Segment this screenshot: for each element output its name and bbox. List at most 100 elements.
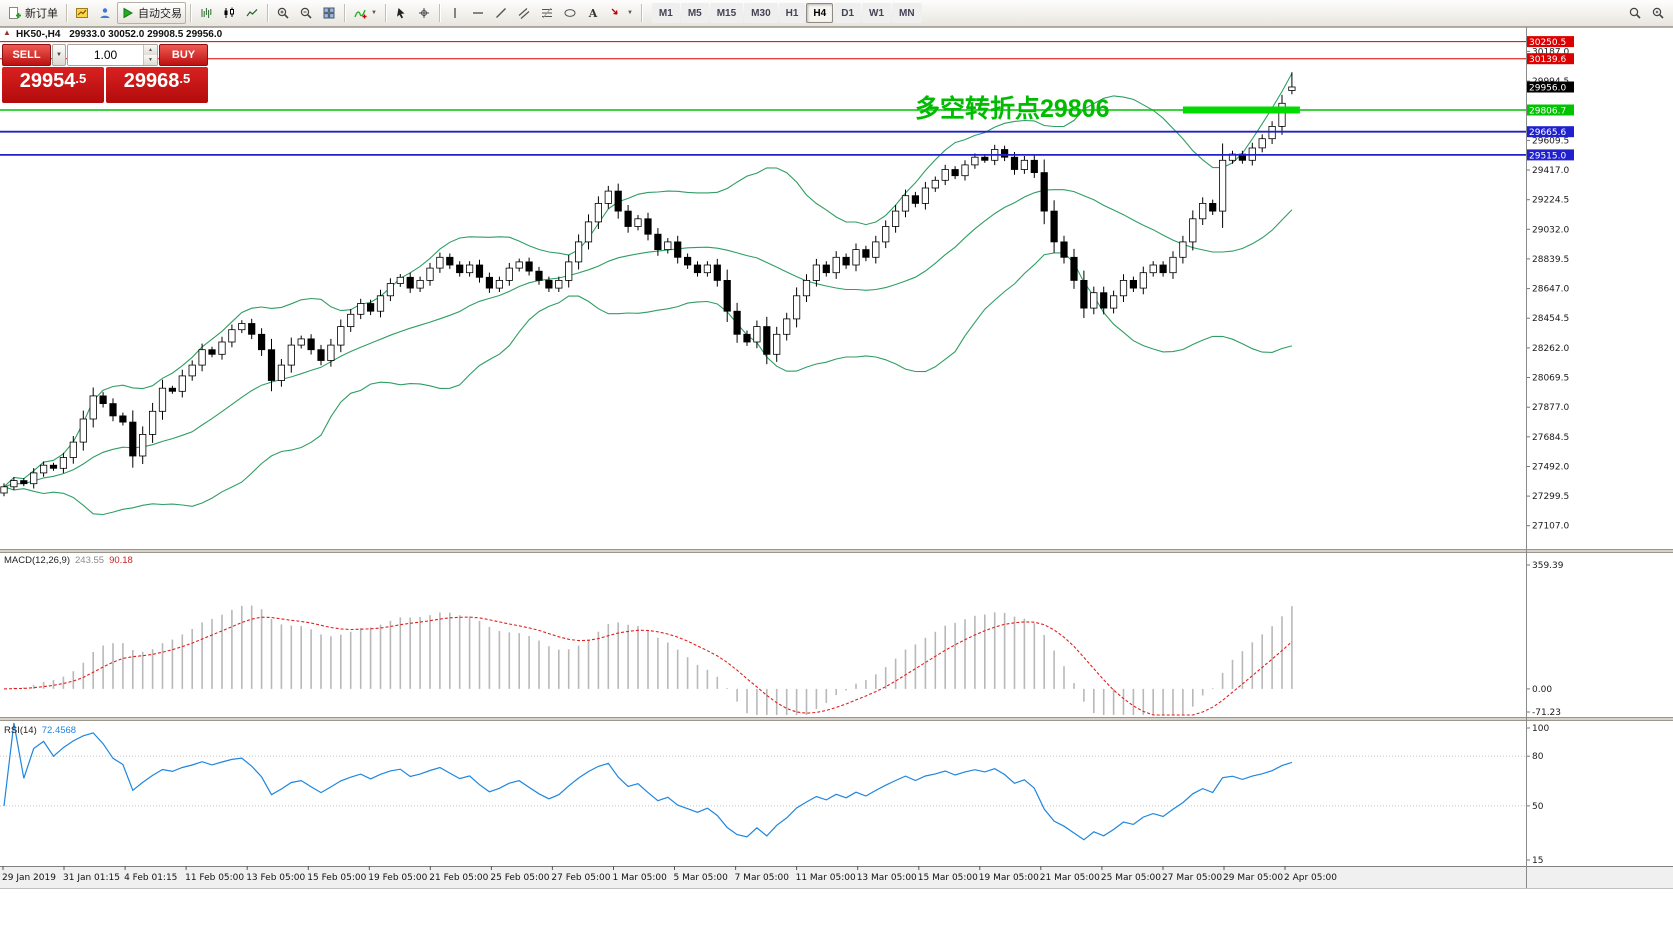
- svg-text:15 Feb 05:00: 15 Feb 05:00: [307, 873, 366, 883]
- sell-price[interactable]: 29954.5: [2, 67, 104, 103]
- volume-field: ▲ ▼: [67, 44, 158, 66]
- crosshair-button[interactable]: [413, 2, 435, 24]
- cursor-button[interactable]: [390, 2, 412, 24]
- caret-down-icon: ▼: [371, 10, 377, 16]
- horizontal-line-button[interactable]: [467, 2, 489, 24]
- volume-dropdown-button[interactable]: ▼: [52, 44, 66, 66]
- buy-price[interactable]: 29968.5: [106, 67, 208, 103]
- volume-stepper: ▲ ▼: [143, 45, 157, 65]
- timeframe-h4-button[interactable]: H4: [806, 3, 834, 23]
- svg-text:28454.5: 28454.5: [1532, 314, 1569, 324]
- macd-pane: 359.39 0.00 -71.23: [3, 561, 1564, 718]
- svg-text:15 Mar 05:00: 15 Mar 05:00: [918, 873, 978, 883]
- timeframe-m15-button[interactable]: M15: [709, 3, 744, 23]
- caret-down-icon: ▼: [626, 10, 633, 16]
- macd-name: MACD(12,26,9): [4, 555, 70, 566]
- timeframe-h1-button[interactable]: H1: [778, 3, 806, 23]
- vertical-line-button[interactable]: [444, 2, 466, 24]
- svg-text:A: A: [588, 7, 598, 20]
- charts-icon: [75, 6, 89, 20]
- trendline-icon: [494, 6, 508, 20]
- timeframe-m5-button[interactable]: M5: [680, 3, 709, 23]
- svg-text:27492.0: 27492.0: [1532, 463, 1569, 473]
- chart-area[interactable]: 30187.029994.529609.529417.029224.529032…: [0, 27, 1673, 947]
- svg-text:11 Feb 05:00: 11 Feb 05:00: [185, 873, 244, 883]
- svg-text:-71.23: -71.23: [1532, 708, 1561, 718]
- pane-separator[interactable]: [0, 717, 1673, 721]
- volume-up-button[interactable]: ▲: [144, 45, 157, 55]
- rsi-pane: 100 80 50 15: [0, 722, 1549, 866]
- channel-icon: [517, 6, 531, 20]
- sell-button[interactable]: SELL: [2, 44, 51, 66]
- text-label-button[interactable]: A: [582, 2, 604, 24]
- toolbar-separator: [344, 4, 345, 22]
- charts-button[interactable]: [71, 2, 93, 24]
- shapes-button[interactable]: [559, 2, 581, 24]
- svg-text:29665.6: 29665.6: [1529, 128, 1566, 138]
- zoom-out-button[interactable]: [295, 2, 317, 24]
- timeframe-m1-button[interactable]: M1: [651, 3, 680, 23]
- svg-text:27299.5: 27299.5: [1532, 492, 1569, 502]
- svg-text:21 Mar 05:00: 21 Mar 05:00: [1040, 873, 1100, 883]
- svg-text:29224.5: 29224.5: [1532, 196, 1569, 206]
- svg-text:28262.0: 28262.0: [1532, 344, 1569, 354]
- svg-text:19 Feb 05:00: 19 Feb 05:00: [368, 873, 427, 883]
- price-axis: 30187.029994.529609.529417.029224.529032…: [1526, 47, 1569, 532]
- indicators-button[interactable]: ▼: [349, 2, 381, 24]
- new-order-button-label: 新订单: [25, 8, 58, 20]
- trendline-button[interactable]: [490, 2, 512, 24]
- bar-chart-button[interactable]: [195, 2, 217, 24]
- svg-text:100: 100: [1532, 724, 1549, 734]
- chart-window: 30187.029994.529609.529417.029224.529032…: [0, 27, 1673, 947]
- svg-text:30139.6: 30139.6: [1529, 55, 1566, 65]
- macd-signal-value: 90.18: [109, 555, 133, 566]
- volume-input[interactable]: [68, 45, 143, 65]
- bars-icon: [199, 6, 213, 20]
- fibonacci-button[interactable]: [536, 2, 558, 24]
- toolbar-separator: [267, 4, 268, 22]
- auto-trading-button-label: 自动交易: [138, 8, 182, 20]
- autotrade-icon: [121, 6, 135, 20]
- volume-down-button[interactable]: ▼: [144, 55, 157, 65]
- auto-trading-button[interactable]: 自动交易: [117, 2, 186, 24]
- timeframe-d1-button[interactable]: D1: [834, 3, 862, 23]
- caret-down-icon: ▼: [56, 52, 62, 58]
- pane-separator[interactable]: [0, 549, 1673, 553]
- rsi-name: RSI(14): [4, 725, 37, 736]
- zoom-out-icon: [299, 6, 313, 20]
- svg-text:29609.5: 29609.5: [1532, 136, 1569, 146]
- timeframe-w1-button[interactable]: W1: [862, 3, 892, 23]
- chart-title: HK50-,H4 29933.0 30052.0 29908.5 29956.0: [16, 29, 222, 40]
- new-order-button[interactable]: 新订单: [4, 2, 62, 24]
- svg-text:28069.5: 28069.5: [1532, 374, 1569, 384]
- timeframe-m30-button[interactable]: M30: [744, 3, 778, 23]
- profiles-button[interactable]: [94, 2, 116, 24]
- svg-text:359.39: 359.39: [1532, 561, 1564, 571]
- arrows-button[interactable]: ▼: [605, 2, 637, 24]
- price-lines: 30250.5 30139.6 29956.0 29806.7 29665.6 29515…: [0, 36, 1574, 161]
- svg-text:28839.5: 28839.5: [1532, 255, 1569, 265]
- time-axis[interactable]: 29 Jan 2019 31 Jan 01:15 4 Feb 01:15 11 Feb…: [0, 866, 1673, 889]
- zoom-window-button[interactable]: [1647, 2, 1669, 24]
- svg-text:2 Apr 05:00: 2 Apr 05:00: [1284, 873, 1337, 883]
- buy-button[interactable]: BUY: [159, 44, 208, 66]
- equidistant-channel-button[interactable]: [513, 2, 535, 24]
- svg-text:5 Mar 05:00: 5 Mar 05:00: [674, 873, 729, 883]
- zoom-in-button[interactable]: [272, 2, 294, 24]
- svg-text:30187.0: 30187.0: [1532, 47, 1569, 57]
- vline-icon: [448, 6, 462, 20]
- toolbar-separator: [190, 4, 191, 22]
- timeframe-mn-button[interactable]: MN: [892, 3, 922, 23]
- candle-chart-button[interactable]: [218, 2, 240, 24]
- rsi-value: 72.4568: [41, 725, 77, 736]
- one-click-collapse-button[interactable]: ▲: [3, 28, 11, 37]
- line-chart-button[interactable]: [241, 2, 263, 24]
- hline-icon: [471, 6, 485, 20]
- svg-text:29515.0: 29515.0: [1529, 151, 1566, 161]
- tile-windows-button[interactable]: [318, 2, 340, 24]
- search-button[interactable]: [1624, 2, 1646, 24]
- svg-text:28647.0: 28647.0: [1532, 285, 1569, 295]
- text-icon: A: [586, 6, 600, 20]
- arrows-icon: [609, 6, 623, 20]
- svg-text:31 Jan 01:15: 31 Jan 01:15: [63, 873, 120, 883]
